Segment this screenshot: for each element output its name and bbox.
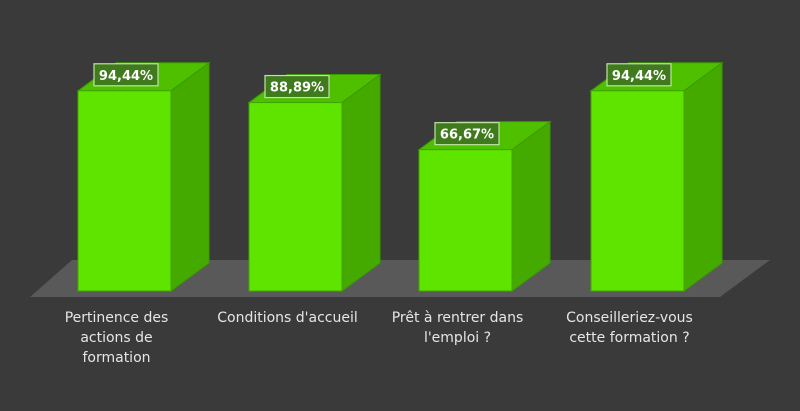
- data-label-box-3: [606, 63, 672, 87]
- data-label-box-2: [434, 122, 500, 146]
- data-label-3: 94,44%: [612, 69, 666, 84]
- category-label-1: Conditions d'accueil: [217, 310, 358, 326]
- bar-side-0: [170, 61, 210, 292]
- bar-side-3: [683, 61, 723, 292]
- bar-side-1: [341, 73, 381, 292]
- data-label-1: 88,89%: [270, 81, 324, 96]
- bar-side-2: [511, 120, 551, 292]
- data-label-2: 66,67%: [440, 128, 494, 143]
- chart-floor: [30, 260, 770, 297]
- bar-0: [77, 90, 172, 292]
- bar-3: [590, 90, 685, 292]
- bar-1: [248, 102, 343, 292]
- data-label-0: 94,44%: [99, 69, 153, 84]
- category-label-0: Pertinence des actions de formation: [64, 310, 169, 366]
- data-label-box-0: [93, 63, 159, 87]
- bar-2: [418, 149, 513, 292]
- category-label-3: Conseilleriez-vous cette formation ?: [566, 310, 693, 346]
- data-label-box-1: [264, 74, 330, 99]
- category-label-2: Prêt à rentrer dans l'emploi ?: [391, 310, 524, 346]
